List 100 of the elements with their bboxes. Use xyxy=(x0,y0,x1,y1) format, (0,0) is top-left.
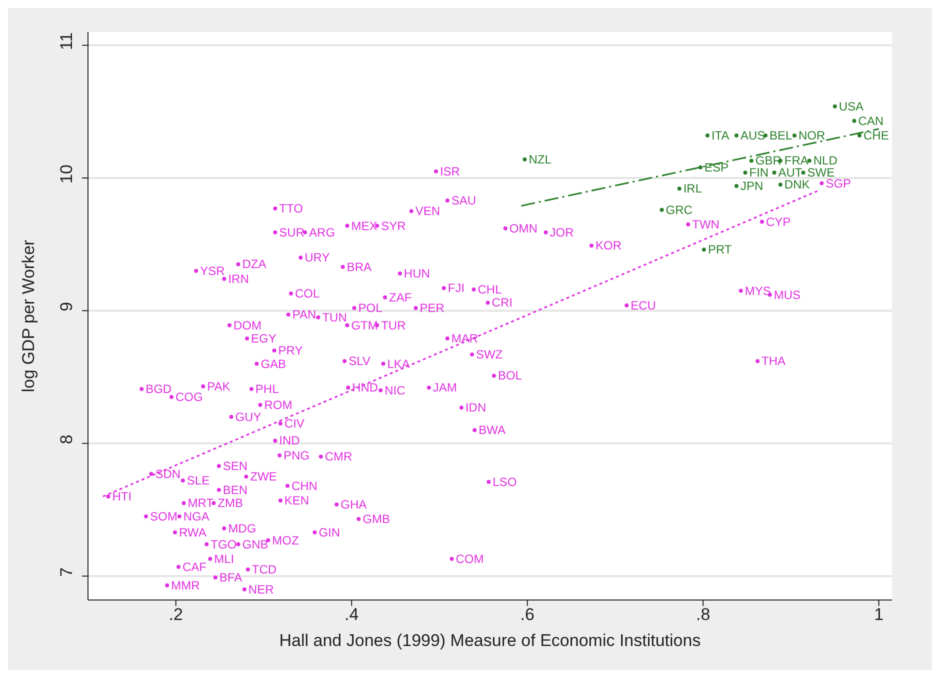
data-label: DZA xyxy=(242,257,266,272)
data-label: TWN xyxy=(692,217,720,232)
data-label: NGA xyxy=(183,509,210,524)
data-label: PRT xyxy=(708,242,732,257)
data-label: MYS xyxy=(744,284,771,298)
data-label: TGO xyxy=(210,537,237,552)
data-label: JOR xyxy=(550,225,574,240)
data-label: CMR xyxy=(324,450,353,464)
data-label: GMB xyxy=(362,512,390,526)
data-label: FRA xyxy=(784,154,808,168)
data-label: COM xyxy=(456,552,484,566)
data-label: PER xyxy=(420,301,445,316)
data-label: SYR xyxy=(381,218,406,233)
data-label: NER xyxy=(248,582,274,596)
data-label: GBR xyxy=(755,154,782,168)
data-label: URY xyxy=(304,250,330,265)
data-label: ISR xyxy=(440,164,460,178)
data-label: GAB xyxy=(260,356,286,371)
data-label: EGY xyxy=(251,332,276,346)
data-label: GNB xyxy=(242,537,268,552)
y-tick-label: 8 xyxy=(57,434,76,444)
data-label: CAN xyxy=(858,114,884,128)
data-label: CIV xyxy=(284,416,304,430)
data-label: USA xyxy=(838,99,864,114)
data-label: SDN xyxy=(155,466,181,481)
data-label: MDG xyxy=(228,521,256,536)
data-label: CYP xyxy=(766,214,791,229)
data-label: BFA xyxy=(219,570,242,584)
data-label: BWA xyxy=(478,423,506,438)
data-label: MUS xyxy=(774,288,801,302)
data-label: DNK xyxy=(784,178,810,192)
data-label: SEN xyxy=(222,458,248,473)
data-label: IRL xyxy=(683,182,702,196)
data-label: SAU xyxy=(451,194,476,208)
y-tick-label: 9 xyxy=(57,302,76,312)
data-label: GRC xyxy=(666,202,693,217)
data-label: TCD xyxy=(252,562,277,576)
data-label: NIC xyxy=(384,383,406,398)
data-label: BEL xyxy=(769,128,792,143)
data-label: LSO xyxy=(492,474,517,489)
data-label: IRN xyxy=(228,272,249,286)
data-label: BGD xyxy=(146,382,172,396)
data-label: THA xyxy=(762,354,786,368)
data-label: FIN xyxy=(749,166,769,180)
data-label: NOR xyxy=(798,128,826,143)
data-label: CHN xyxy=(291,478,318,493)
x-tick-label: .2 xyxy=(168,605,183,624)
data-label: SLE xyxy=(186,474,210,488)
data-label: PRY xyxy=(278,344,303,358)
data-label: MEX xyxy=(351,218,378,233)
data-label: YSR xyxy=(200,264,226,278)
data-label: NLD xyxy=(813,154,838,168)
data-label: GHA xyxy=(340,497,367,512)
data-label: LKA xyxy=(387,356,410,371)
data-label: CHL xyxy=(478,282,502,296)
data-label: PNG xyxy=(284,448,310,462)
data-label: IDN xyxy=(465,400,486,415)
y-tick-label: 10 xyxy=(57,164,76,184)
data-label: MOZ xyxy=(272,533,299,548)
data-label: BOL xyxy=(498,368,522,383)
data-label: COL xyxy=(294,286,320,300)
x-axis-title: Hall and Jones (1999) Measure of Economic Institutions xyxy=(279,631,701,650)
data-label: HUN xyxy=(404,266,430,281)
data-label: TTO xyxy=(279,202,303,216)
data-label: SWZ xyxy=(476,347,503,362)
data-label: MMR xyxy=(171,578,200,592)
data-label: JAM xyxy=(432,380,457,395)
data-label: POL xyxy=(358,301,383,316)
data-label: ROM xyxy=(264,398,292,412)
data-label: CRI xyxy=(492,296,512,310)
data-label: MLI xyxy=(214,552,234,566)
data-label: AUT xyxy=(778,166,803,180)
data-label: GUY xyxy=(235,410,262,424)
data-label: MRT xyxy=(188,496,214,510)
data-label: COG xyxy=(175,390,203,404)
x-tick-label: .6 xyxy=(520,605,534,624)
y-tick-label: 7 xyxy=(57,567,76,577)
data-label: KEN xyxy=(284,493,310,508)
data-label: HTI xyxy=(112,489,132,504)
data-label: BRA xyxy=(346,260,372,274)
data-label: DOM xyxy=(233,318,262,332)
data-label: KOR xyxy=(595,238,622,253)
data-label: CHE xyxy=(863,128,889,143)
x-tick-label: .4 xyxy=(344,605,359,624)
data-label: PAK xyxy=(207,379,230,394)
data-label: CAF xyxy=(182,560,207,574)
data-label: SUR xyxy=(279,225,305,240)
data-label: ZAF xyxy=(388,290,412,304)
data-label: GIN xyxy=(318,525,340,540)
data-label: TUR xyxy=(381,318,406,332)
data-label: PHL xyxy=(255,382,280,396)
data-label: TUN xyxy=(322,310,347,324)
data-label: VEN xyxy=(415,204,440,218)
x-tick-label: 1 xyxy=(874,605,884,624)
y-axis-title: log GDP per Worker xyxy=(19,239,38,392)
x-tick-label: .8 xyxy=(696,605,710,624)
data-label: SOM xyxy=(150,509,178,524)
data-label: ITA xyxy=(711,128,730,143)
data-label: NZL xyxy=(528,152,552,166)
data-label: JPN xyxy=(740,178,764,193)
